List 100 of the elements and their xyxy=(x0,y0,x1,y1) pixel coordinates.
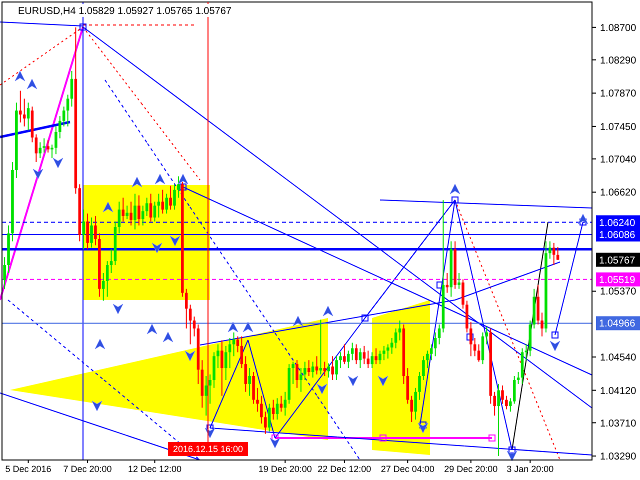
candlestick xyxy=(188,304,192,345)
x-tick-label: 12 Dec 12:00 xyxy=(128,464,182,474)
candlestick xyxy=(516,372,520,384)
candlestick xyxy=(66,94,70,127)
candlestick xyxy=(134,193,136,230)
candlestick xyxy=(126,205,128,220)
candlestick xyxy=(90,217,93,248)
candlestick xyxy=(224,345,228,380)
candlestick xyxy=(319,319,322,375)
candlestick xyxy=(122,197,125,222)
candlestick xyxy=(268,403,271,432)
ref-line-label: 1.05519 xyxy=(599,274,636,286)
candlestick xyxy=(323,361,326,377)
y-tick-label: 1.08290 xyxy=(600,55,637,66)
candlestick xyxy=(410,395,413,422)
candlestick xyxy=(493,391,496,416)
x-tick-label: 22 Dec 12:00 xyxy=(318,464,372,474)
candlestick xyxy=(556,246,560,260)
candlestick xyxy=(426,350,429,369)
candlestick xyxy=(296,360,298,388)
candlestick xyxy=(497,383,500,457)
candlestick xyxy=(358,348,362,369)
candlestick xyxy=(311,361,314,378)
x-tick-label: 5 Dec 2016 xyxy=(5,464,52,474)
candlestick xyxy=(46,139,50,154)
candlestick xyxy=(34,134,38,163)
candlestick xyxy=(540,312,544,337)
candlestick xyxy=(406,368,410,404)
candlestick xyxy=(38,142,42,159)
candlestick xyxy=(374,348,378,365)
candlestick xyxy=(18,90,22,123)
candlestick xyxy=(343,344,346,365)
candlestick xyxy=(192,316,196,337)
candlestick xyxy=(307,360,310,377)
candlestick xyxy=(220,340,224,396)
candlestick xyxy=(366,350,370,369)
candlestick xyxy=(536,284,540,325)
candlestick xyxy=(173,184,176,210)
candlestick xyxy=(339,352,342,369)
candlestick xyxy=(552,242,556,266)
candlestick xyxy=(165,193,168,214)
candlestick xyxy=(177,176,180,198)
y-tick-label: 1.07040 xyxy=(600,154,637,166)
candlestick xyxy=(466,300,468,333)
chart-title: EURUSD,H4 1.05829 1.05927 1.05765 1.05767 xyxy=(18,6,232,17)
candlestick xyxy=(458,272,460,290)
y-tick-label: 1.03710 xyxy=(600,418,637,430)
candlestick xyxy=(130,201,132,226)
candlestick xyxy=(331,356,334,380)
candlestick xyxy=(22,98,26,127)
candlestick xyxy=(161,189,164,214)
candlestick xyxy=(477,344,480,362)
candlestick xyxy=(58,116,62,139)
y-tick-label: 1.05370 xyxy=(600,286,637,298)
candlestick xyxy=(42,138,46,154)
candlestick xyxy=(378,350,382,365)
candlestick xyxy=(509,398,512,412)
candlestick xyxy=(50,144,54,159)
x-tick-label: 19 Dec 20:00 xyxy=(258,464,312,474)
candlestick xyxy=(260,395,263,424)
text: 1.05767 xyxy=(599,255,636,266)
candlestick xyxy=(272,399,275,420)
candlestick xyxy=(434,332,437,357)
candlestick xyxy=(216,344,220,369)
ref-line-label: 1.06240 xyxy=(599,218,636,229)
candlestick xyxy=(362,345,366,365)
candlestick xyxy=(208,374,212,404)
candlestick xyxy=(304,361,306,380)
candlestick xyxy=(327,362,330,378)
candlestick xyxy=(505,395,508,410)
candlestick xyxy=(26,102,30,131)
candlestick xyxy=(300,368,302,392)
y-tick-label: 1.04120 xyxy=(600,386,637,397)
y-tick-label: 1.06620 xyxy=(600,188,637,199)
y-tick-label: 1.03290 xyxy=(600,452,637,463)
candlestick xyxy=(248,368,251,396)
candlestick xyxy=(462,278,464,310)
candlestick xyxy=(110,248,113,274)
candlestick xyxy=(118,201,121,234)
candlestick xyxy=(102,272,105,302)
candlestick xyxy=(276,398,279,420)
x-tick-label: 29 Dec 20:00 xyxy=(444,464,498,474)
candlestick xyxy=(370,352,374,369)
y-tick-label: 1.04540 xyxy=(600,352,637,364)
candlestick xyxy=(386,344,390,360)
candlestick xyxy=(315,356,318,375)
candlestick xyxy=(335,356,338,380)
candlestick xyxy=(62,106,66,127)
annotation: 2016.12.15 16:00 xyxy=(172,444,244,454)
y-tick-label: 1.08700 xyxy=(600,22,637,34)
candlestick xyxy=(86,213,89,250)
candlestick xyxy=(346,350,350,369)
candlestick xyxy=(106,260,109,298)
candlestick xyxy=(204,376,208,416)
candlestick xyxy=(469,322,472,357)
y-tick-label: 1.07450 xyxy=(600,122,637,133)
candlestick xyxy=(3,256,6,290)
candlestick xyxy=(252,372,255,404)
candlestick xyxy=(169,185,172,210)
candlestick xyxy=(256,387,259,412)
